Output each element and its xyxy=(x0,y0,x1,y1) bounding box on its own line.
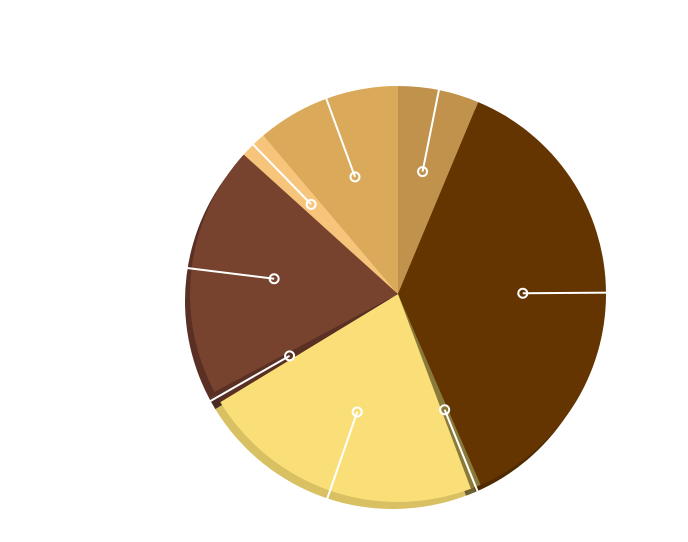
pie-slice-4[interactable] xyxy=(220,294,471,502)
pie-leader-marker-7 xyxy=(305,198,317,210)
pie-leader-marker-1 xyxy=(417,166,429,178)
pie-leader-marker-6 xyxy=(268,273,280,285)
pie-leader-line-2 xyxy=(522,291,631,295)
pie-leader-marker-5 xyxy=(284,350,296,362)
pie-leader-marker-3 xyxy=(439,404,451,416)
pie-leader-line-8 xyxy=(317,75,356,178)
pie-leader-marker-8 xyxy=(349,171,361,183)
pie-slice-5[interactable] xyxy=(214,294,398,403)
pie-leader-line-7 xyxy=(235,126,312,206)
pie-leader-marker-2 xyxy=(517,287,529,299)
pie-slice-8[interactable] xyxy=(263,86,398,294)
pie-slice-6[interactable] xyxy=(189,154,398,392)
pie-leader-marker-4 xyxy=(351,406,363,418)
pie-slice-1[interactable] xyxy=(398,86,479,294)
pie-slice-3[interactable] xyxy=(398,294,481,489)
pie-slice-2[interactable] xyxy=(398,102,607,485)
pie-leader-layer xyxy=(167,66,631,514)
pie-leader-line-1 xyxy=(421,66,445,172)
pie-leader-line-3 xyxy=(443,409,486,510)
pie-leader-line-6 xyxy=(167,264,275,280)
pie-leader-line-4 xyxy=(321,411,359,514)
pie-leader-line-5 xyxy=(195,354,291,410)
